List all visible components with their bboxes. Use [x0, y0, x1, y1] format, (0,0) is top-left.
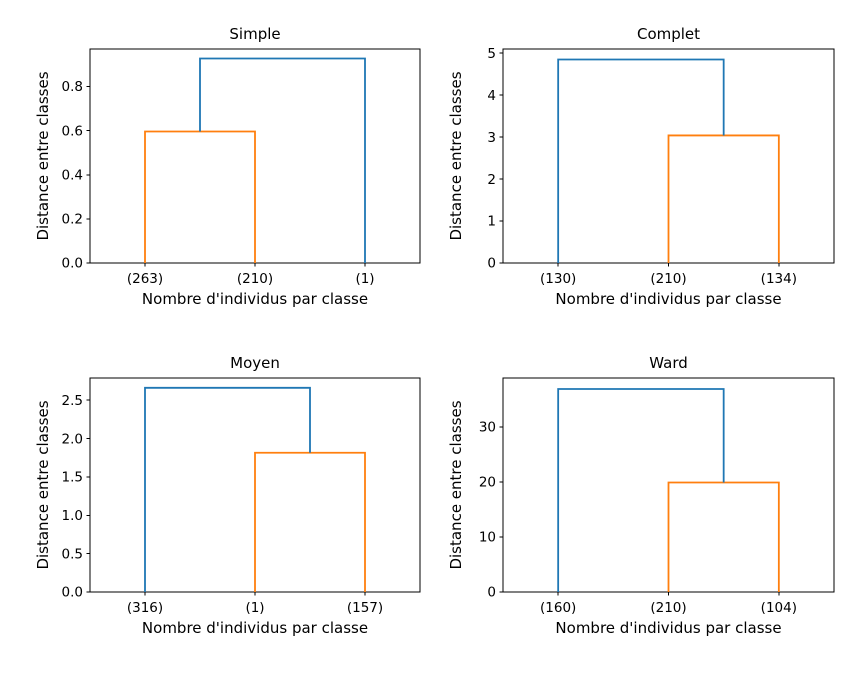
dendrogram-link: [667, 134, 780, 263]
y-tick-label: 0.8: [62, 79, 83, 95]
y-axis-label: Distance entre classes: [34, 400, 52, 569]
subplot-title: Ward: [649, 354, 688, 372]
subplot-moyen: Moyen 0.0 0.5 1.0 1.5 2.0 2.5 (316) (1) (157) Nomb…: [0, 339, 426, 678]
leaf-count-label: (210): [650, 271, 686, 287]
dendrogram-link: [254, 451, 366, 592]
y-tick-label: 2.5: [62, 393, 83, 409]
x-axis-label: Nombre d'individus par classe: [555, 290, 781, 308]
dendrogram-link: [144, 386, 311, 592]
leaf-count-label: (157): [347, 600, 383, 616]
leaf-count-label: (316): [127, 600, 163, 616]
x-axis-label: Nombre d'individus par classe: [555, 619, 781, 637]
y-tick-label: 10: [479, 530, 496, 546]
dendrogram-plot: Moyen 0.0 0.5 1.0 1.5 2.0 2.5 (316) (1) (157) Nomb…: [34, 354, 421, 637]
y-tick-label: 1: [487, 214, 496, 230]
y-tick-label: 4: [487, 88, 496, 104]
y-tick-label: 20: [479, 475, 496, 491]
y-tick-label: 1.5: [62, 470, 83, 486]
y-axis-label: Distance entre classes: [447, 71, 465, 240]
leaf-count-label: (1): [355, 271, 374, 287]
y-tick-label: 1.0: [62, 508, 83, 524]
leaf-count-label: (1): [245, 600, 264, 616]
y-tick-label: 0.2: [62, 212, 83, 228]
dendrogram-plot: Ward 0 10 20 30 (160) (210) (104) Nombre d'indiv…: [447, 354, 835, 637]
y-tick-label: 3: [487, 130, 496, 146]
y-tick-label: 0.6: [62, 123, 83, 139]
y-tick-label: 0: [487, 256, 496, 272]
y-tick-label: 0: [487, 585, 496, 601]
dendrogram-plot: Simple 0.0 0.2 0.4 0.6 0.8 (263) (210) (1) Nombre…: [34, 25, 421, 308]
y-tick-label: 5: [487, 46, 496, 62]
subplot-title: Complet: [637, 25, 700, 43]
dendrogram-link: [557, 388, 725, 592]
leaf-count-label: (263): [127, 271, 163, 287]
y-tick-label: 0.0: [62, 585, 83, 601]
dendrogram-plot: Complet 0 1 2 3 4 5 (130) (210) (134) Nombre d'ind…: [447, 25, 835, 308]
x-axis-label: Nombre d'individus par classe: [142, 619, 368, 637]
leaf-count-label: (130): [540, 271, 576, 287]
subplot-title: Simple: [229, 25, 280, 43]
y-tick-label: 2.0: [62, 431, 83, 447]
y-tick-label: 30: [479, 420, 496, 436]
leaf-count-label: (104): [761, 600, 797, 616]
leaf-count-label: (160): [540, 600, 576, 616]
y-tick-label: 2: [487, 172, 496, 188]
dendrogram-link: [667, 481, 780, 592]
dendrogram-link: [144, 130, 256, 263]
leaf-count-label: (134): [761, 271, 797, 287]
x-axis-label: Nombre d'individus par classe: [142, 290, 368, 308]
subplot-complet: Complet 0 1 2 3 4 5 (130) (210) (134) Nombre d'ind…: [426, 0, 852, 339]
y-axis-label: Distance entre classes: [447, 400, 465, 569]
dendrogram-link: [199, 57, 366, 263]
y-tick-label: 0.5: [62, 546, 83, 562]
y-tick-label: 0.0: [62, 256, 83, 272]
subplot-ward: Ward 0 10 20 30 (160) (210) (104) Nombre d'indiv…: [426, 339, 852, 678]
subplot-title: Moyen: [230, 354, 280, 372]
dendrogram-link: [557, 58, 725, 263]
y-tick-label: 0.4: [62, 167, 83, 183]
leaf-count-label: (210): [237, 271, 273, 287]
leaf-count-label: (210): [650, 600, 686, 616]
subplot-simple: Simple 0.0 0.2 0.4 0.6 0.8 (263) (210) (1) Nombre…: [0, 0, 426, 339]
y-axis-label: Distance entre classes: [34, 71, 52, 240]
